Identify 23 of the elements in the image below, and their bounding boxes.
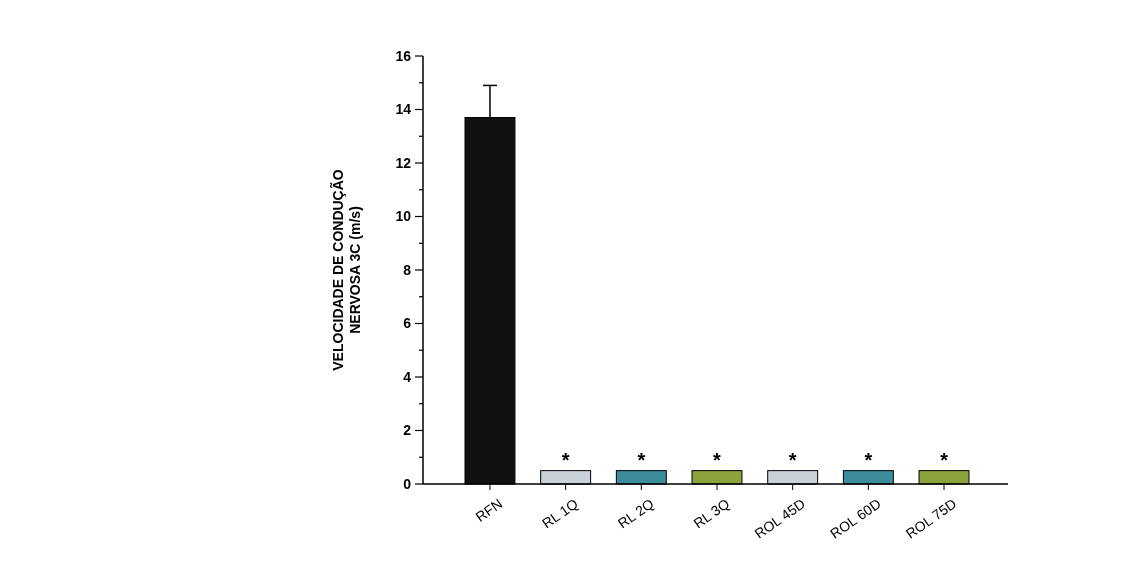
y-tick-label: 2 (403, 422, 412, 439)
y-tick-label: 16 (395, 47, 412, 64)
annotation: * (637, 448, 646, 471)
x-tick-label: RL 3Q (690, 495, 733, 532)
annotation: * (788, 448, 797, 471)
y-tick-label: 0 (403, 475, 412, 492)
x-tick-label: ROL 75D (902, 495, 960, 542)
y-tick-label: 4 (403, 368, 412, 385)
annotation: * (864, 448, 873, 471)
annotation: * (940, 448, 949, 471)
x-tick-label: ROL 45D (751, 495, 809, 542)
y-axis-title: VELOCIDADE DE CONDUÇÃO NERVOSA 3C (m/s) (329, 169, 363, 371)
y-tick-label: 6 (403, 315, 412, 332)
x-tick-label: RFN (472, 495, 506, 525)
annotation: * (561, 448, 570, 471)
x-tick-label: RL 2Q (614, 495, 657, 532)
y-tick-label: 14 (395, 101, 412, 118)
annotation: * (713, 448, 722, 471)
x-tick-label: ROL 60D (827, 495, 884, 542)
y-tick-label: 10 (395, 208, 412, 225)
y-tick-label: 8 (403, 261, 412, 278)
y-tick-label: 12 (395, 154, 412, 171)
x-tick-label: RL 1Q (539, 495, 582, 532)
